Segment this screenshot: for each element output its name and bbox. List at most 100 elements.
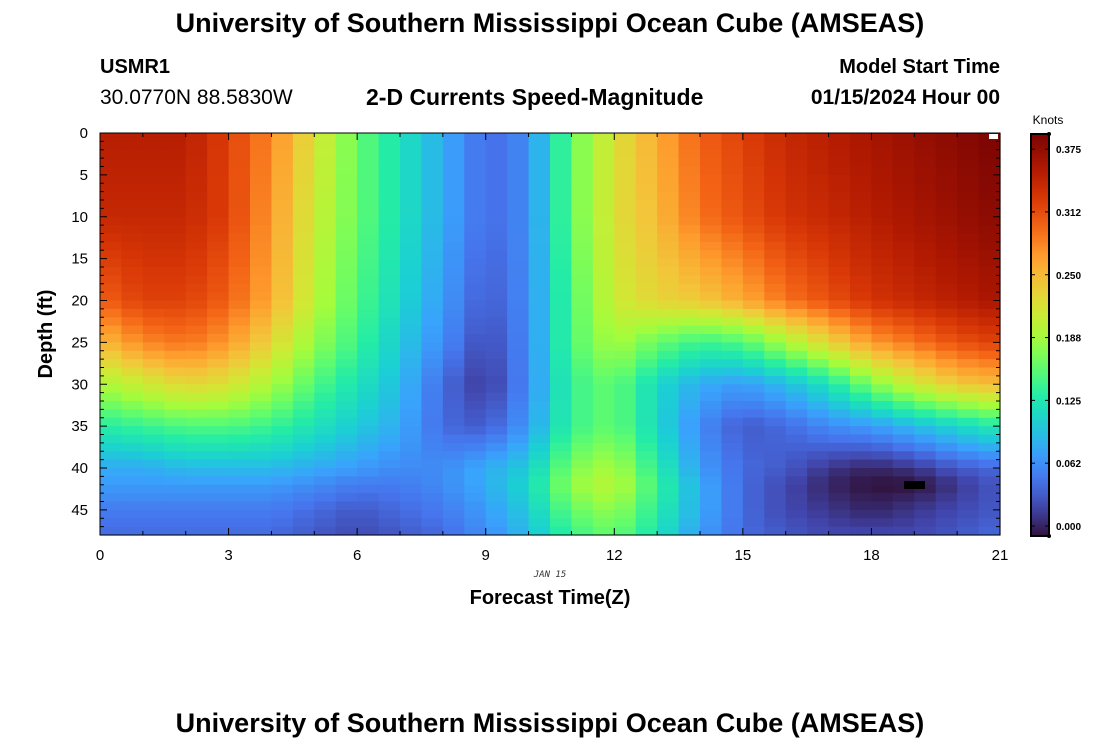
heatmap-cell [657, 426, 680, 436]
heatmap-cell [207, 191, 230, 201]
heatmap-cell [635, 451, 658, 461]
heatmap-cell [464, 216, 487, 226]
model-start-label: Model Start Time [839, 56, 1000, 78]
heatmap-cell [614, 350, 637, 360]
heatmap-cell [550, 401, 573, 410]
heatmap-cell [850, 191, 873, 201]
heatmap-cell [700, 191, 723, 201]
heatmap-cell [828, 392, 851, 402]
heatmap-cell [914, 350, 937, 360]
heatmap-cell [892, 325, 915, 335]
heatmap-cell [142, 267, 165, 276]
heatmap-cell [421, 292, 444, 302]
heatmap-cell [335, 375, 358, 385]
heatmap-cell [292, 342, 315, 352]
heatmap-cell [871, 141, 894, 151]
heatmap-cell [614, 375, 637, 385]
heatmap-cell [121, 509, 144, 519]
heatmap-cell [678, 208, 701, 218]
heatmap-cell [507, 375, 530, 385]
heatmap-cell [442, 417, 465, 427]
heatmap-cell [978, 275, 1001, 285]
heatmap-cell [207, 401, 230, 410]
heatmap-cell [335, 334, 358, 343]
heatmap-cell [442, 484, 465, 494]
heatmap-cell [335, 250, 358, 260]
heatmap-cell [464, 158, 487, 168]
heatmap-cell [528, 426, 551, 436]
heatmap-cell [764, 451, 787, 461]
heatmap-cell [785, 426, 808, 436]
heatmap-cell [635, 267, 658, 276]
heatmap-cell [678, 149, 701, 159]
heatmap-cell [914, 342, 937, 352]
heatmap-cell [164, 367, 187, 377]
heatmap-cell [378, 367, 401, 377]
heatmap-cell [828, 384, 851, 394]
y-tick-label: 20 [71, 293, 88, 310]
heatmap-cell [250, 283, 273, 293]
heatmap-cell [892, 392, 915, 402]
heatmap-cell [957, 375, 980, 385]
heatmap-cell [935, 367, 958, 377]
heatmap-cell [507, 401, 530, 410]
heatmap-cell [678, 308, 701, 318]
heatmap-cell [464, 526, 487, 536]
heatmap-cell [592, 493, 615, 503]
heatmap-cell [207, 300, 230, 310]
heatmap-cell [828, 225, 851, 235]
heatmap-cell [507, 174, 530, 184]
heatmap-cell [464, 426, 487, 436]
heatmap-cell [250, 384, 273, 394]
heatmap-cell [721, 509, 744, 519]
heatmap-cell [164, 401, 187, 410]
heatmap-cell [292, 417, 315, 427]
heatmap-cell [850, 133, 873, 142]
heatmap-cell [571, 308, 594, 318]
heatmap-cell [807, 191, 830, 201]
heatmap-cell [935, 258, 958, 268]
heatmap-cell [228, 367, 251, 377]
heatmap-cell [400, 417, 423, 427]
heatmap-cell [892, 367, 915, 377]
heatmap-cell [871, 509, 894, 519]
colorbar [1030, 133, 1050, 537]
heatmap-cell [892, 384, 915, 394]
heatmap-cell [700, 342, 723, 352]
heatmap-cell [742, 258, 765, 268]
heatmap-cell [378, 141, 401, 151]
heatmap-cell [635, 141, 658, 151]
minimum-marker [904, 481, 925, 489]
heatmap-cell [228, 300, 251, 310]
heatmap-cell [314, 442, 337, 452]
heatmap-cell [250, 426, 273, 436]
heatmap-cell [764, 350, 787, 360]
heatmap-cell [378, 300, 401, 310]
heatmap-cell [185, 233, 208, 243]
heatmap-cell [164, 442, 187, 452]
heatmap-cell [592, 200, 615, 209]
heatmap-cell [742, 367, 765, 377]
heatmap-cell [978, 342, 1001, 352]
x-tick-label: 6 [353, 547, 361, 564]
heatmap-cell [592, 141, 615, 151]
heatmap-cell [185, 225, 208, 235]
heatmap-cell [614, 317, 637, 327]
heatmap-cell [935, 509, 958, 519]
heatmap-cell [400, 334, 423, 343]
heatmap-cell [550, 191, 573, 201]
heatmap-cell [785, 526, 808, 536]
heatmap-cell [571, 434, 594, 444]
heatmap-cells [100, 133, 1001, 536]
heatmap-cell [592, 384, 615, 394]
heatmap-cell [228, 426, 251, 436]
heatmap-cell [271, 149, 294, 159]
heatmap-cell [978, 493, 1001, 503]
heatmap-cell [507, 518, 530, 528]
heatmap-cell [828, 468, 851, 477]
heatmap-cell [635, 283, 658, 293]
heatmap-cell [785, 250, 808, 260]
heatmap-cell [442, 468, 465, 477]
heatmap-cell [700, 392, 723, 402]
